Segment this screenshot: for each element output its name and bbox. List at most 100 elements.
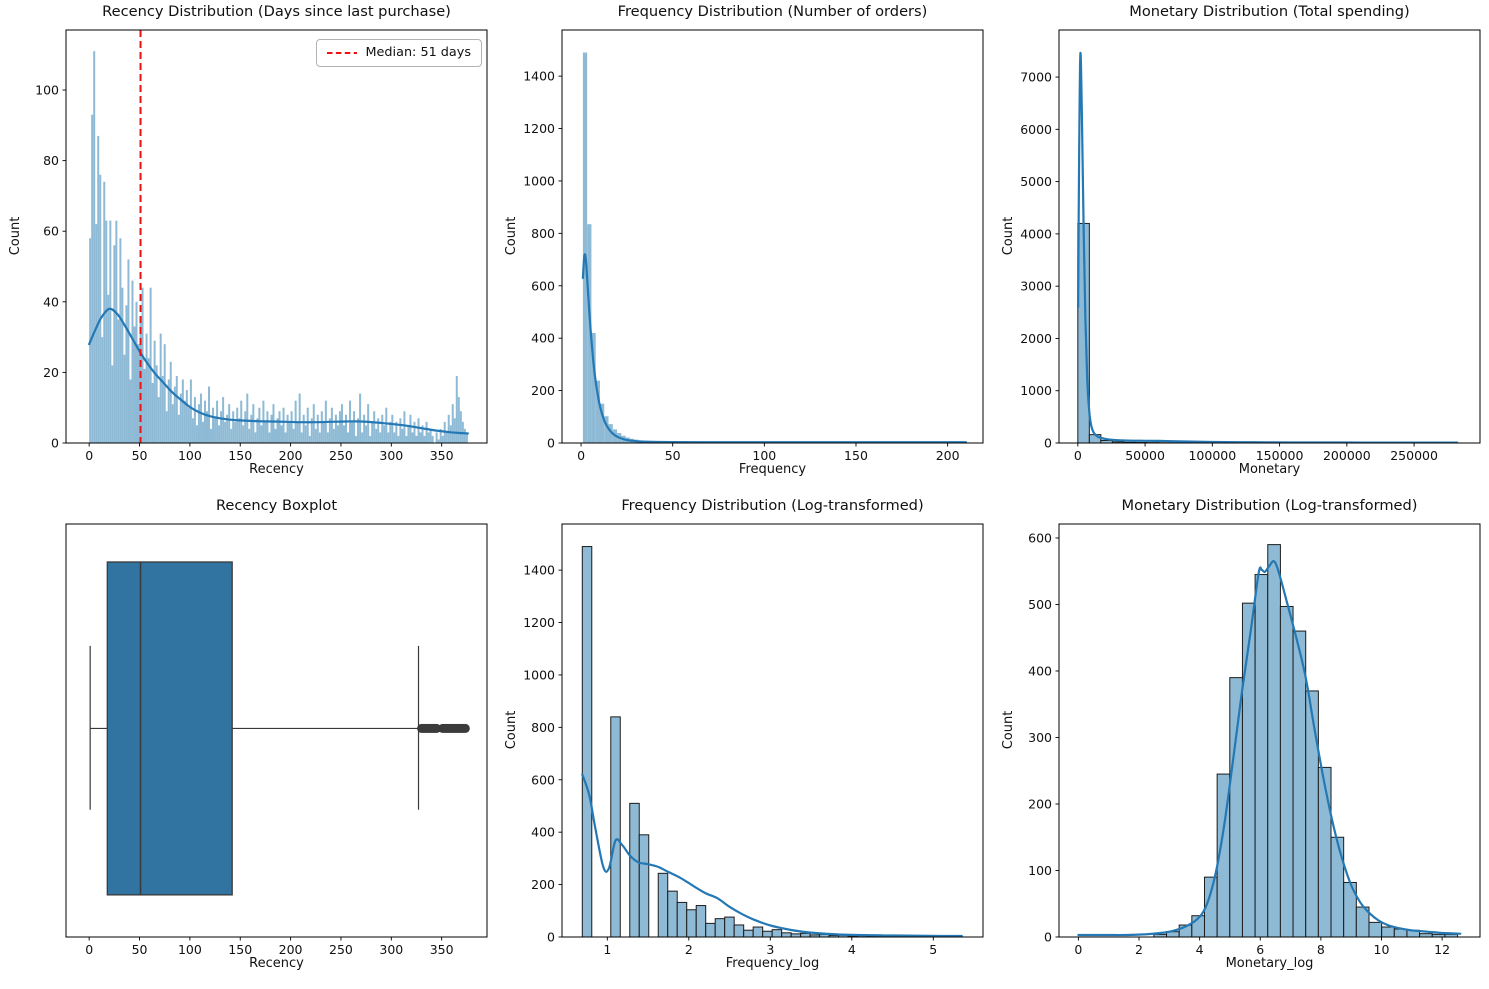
kde-curve [581,253,968,443]
hist-bar [437,439,440,443]
hist-bar [157,397,160,443]
hist-bar [1317,766,1332,937]
hist-bar [292,428,295,443]
subplot-title: Monetary Distribution (Total spending) [1129,3,1410,20]
boxplot [89,561,470,896]
hist-bar [425,421,428,443]
x-tick-label: 200 [936,448,960,463]
hist-bar [232,411,235,443]
hist-bar [197,404,200,443]
hist-bar [320,411,323,443]
x-tick-label: 350 [430,448,454,463]
hist-bar [266,411,269,443]
axis-ticks: 0 50 100 150 200 250 300 350 [85,937,454,957]
x-tick-label: 2 [685,942,693,957]
hist-bar [159,333,162,443]
hist-bar [226,414,229,443]
histogram-bars [581,546,963,937]
kde-curve [1077,51,1459,443]
y-tick-label: 200 [531,383,555,398]
axis-ticks: 0 50 100 150 200 0 200 400 600 800 1000 1200 1400 [523,69,959,463]
x-tick-label: 3 [766,942,774,957]
hist-bar [359,393,362,443]
hist-bar [463,428,466,443]
hist-bar [143,368,146,443]
plot-area [581,52,968,443]
hist-bar [771,929,783,937]
hist-bar [300,432,303,443]
x-tick-label: 300 [379,942,403,957]
x-tick-label: 100000 [1188,448,1236,463]
hist-bar [240,400,243,443]
subplot-title: Frequency Distribution (Log-transformed) [621,497,924,514]
y-tick-label: 400 [1028,663,1052,678]
hist-bar [169,361,172,443]
hist-bar [363,414,366,443]
histogram-bars [1153,544,1459,937]
y-axis-label: Count [504,216,519,256]
hist-bar [284,432,287,443]
x-tick-label: 50 [132,942,148,957]
y-tick-label: 0 [51,436,59,451]
y-tick-label: 1000 [523,173,555,188]
y-tick-label: 800 [531,720,555,735]
hist-bar [181,379,184,443]
hist-bar [230,428,233,443]
plot-area [88,30,469,443]
hist-bar [99,174,102,443]
hist-bar [141,287,144,443]
hist-bar [145,333,148,443]
hist-bar [419,432,422,443]
hist-bar [220,411,223,443]
histogram-bars [89,51,468,443]
hist-bar [129,379,132,443]
subplot-monetary-distribution: 0 50000 100000 150000 200000 250000 0 1000 2000 3… [993,0,1489,494]
hist-bar [306,407,309,443]
hist-bar [318,432,321,443]
hist-bar [280,425,283,443]
x-tick-label: 6 [1256,942,1264,957]
hist-bar [431,435,434,443]
x-tick-label: 2 [1135,942,1143,957]
hist-bar [272,404,275,443]
hist-bar [210,428,213,443]
hist-bar [441,435,444,443]
hist-bar [250,414,253,443]
iqr-box [106,561,233,896]
hist-bar [216,400,219,443]
hist-bar [361,432,364,443]
hist-bar [131,280,134,443]
hist-bar [587,224,592,443]
hist-bar [399,418,402,443]
x-tick-label: 50000 [1125,448,1165,463]
hist-bar [298,393,301,443]
hist-bar [242,425,245,443]
hist-bar [328,418,331,443]
y-axis-label: Count [8,216,23,256]
hist-bar [1305,690,1319,937]
hist-bar [290,411,293,443]
histogram-bars [582,52,968,443]
hist-bar [365,425,368,443]
y-tick-label: 0 [1044,436,1052,451]
x-tick-label: 0 [85,942,93,957]
hist-bar [149,287,152,443]
hist-bar [381,414,384,443]
plot-area [581,546,963,937]
hist-bar [201,421,204,443]
hist-bar [453,418,456,443]
hist-bar [369,435,372,443]
hist-bar [137,344,140,443]
x-axis-label: Monetary [1238,462,1301,477]
monetary-histogram-canvas: 0 50000 100000 150000 200000 250000 0 1000 2000 3… [1020,29,1481,463]
outlier-points [417,723,470,733]
hist-bar [429,428,432,443]
hist-bar [127,259,130,443]
hist-bar [445,432,448,443]
hist-bar [762,930,773,937]
hist-bar [439,428,442,443]
hist-bar [393,432,396,443]
hist-bar [373,411,376,443]
hist-bar [686,909,697,937]
hist-bar [1368,921,1383,937]
